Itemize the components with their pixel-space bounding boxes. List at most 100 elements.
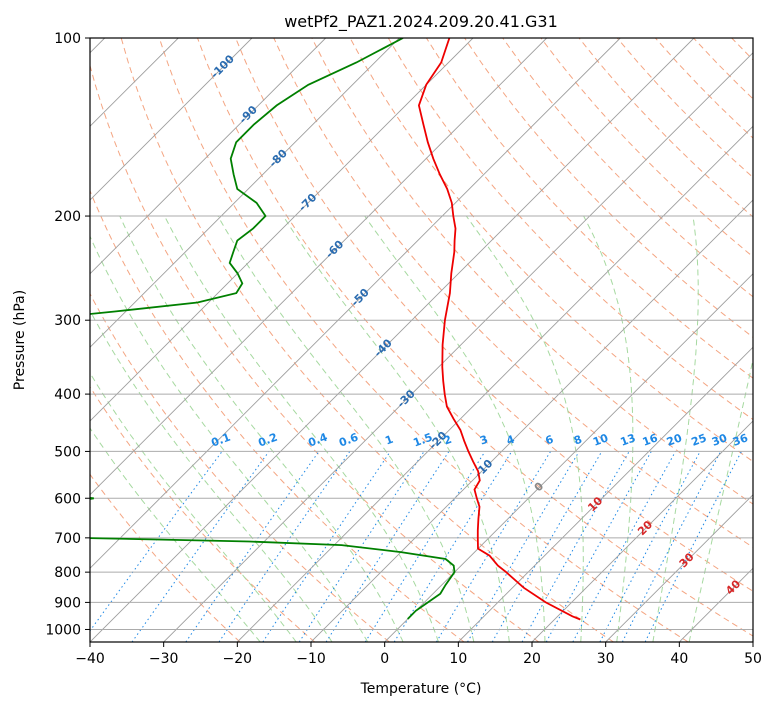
mixing-ratio-line [644,451,742,642]
isotherm-label: -70 [296,191,319,214]
mixing-ratio-label: 6 [544,433,556,448]
isotherm-line [531,420,753,642]
dry-adiabat-line [90,189,465,642]
dry-adiabat-line [655,38,753,139]
isotherm-line [90,38,253,201]
x-tick-label: 50 [744,651,762,667]
mixing-ratio-label: 1 [383,433,395,448]
isotherm-line [678,567,753,642]
y-tick-label: 100 [54,31,81,47]
x-tick-label: −10 [296,651,326,667]
mixing-ratio-label: 30 [710,431,729,449]
moist-adiabat-line [282,215,510,642]
y-tick-label: 1000 [45,622,81,638]
isotherm-line [605,494,753,642]
dry-adiabat-line [90,292,390,642]
dry-adiabat-line [349,38,753,463]
y-tick-label: 800 [54,565,81,581]
x-tick-label: 30 [597,651,615,667]
y-tick-label: 900 [54,595,81,611]
y-tick-label: 500 [54,444,81,460]
moist-adiabat-line [364,215,546,642]
moist-adiabat-line [119,215,404,642]
dewpoint-profile-line [90,38,456,620]
dry-adiabat-line [90,385,316,642]
mixing-ratio-line [90,451,223,632]
mixing-ratio-line [298,451,425,642]
isotherm-line [90,38,548,496]
mixing-ratio-line [467,451,580,642]
mixing-ratio-line [545,451,652,642]
mixing-ratio-line [325,451,450,642]
isotherm-line [310,199,753,642]
moist-adiabat-line [164,215,439,642]
x-tick-label: 0 [380,651,389,667]
isotherm-line [236,125,753,642]
moist-adiabat-line [465,215,584,642]
isotherm-line [90,38,621,569]
mixing-ratio-label: 20 [665,431,684,449]
dry-adiabat-line [770,38,775,642]
dry-adiabat-line [387,38,753,421]
isotherm-label: -40 [372,336,395,359]
moist-adiabat-line [652,215,699,642]
mixing-ratio-label: 13 [619,431,638,448]
isotherm-line [384,273,753,642]
y-axis-title: Pressure (hPa) [12,290,28,390]
isotherm-label: -60 [323,237,346,260]
x-axis-title: Temperature (°C) [360,681,482,697]
mixing-ratio-label: 4 [505,433,517,448]
x-tick-label: −20 [223,651,253,667]
isotherm-label: -30 [395,387,418,410]
isotherm-line [90,38,327,275]
isotherm-line [457,346,753,642]
mixing-ratio-line [218,451,351,642]
mixing-ratio-label: 25 [690,431,709,448]
isotherm-label: 0 [532,479,547,494]
dry-adiabat-line [120,38,614,642]
mixing-ratio-line [521,451,630,642]
isotherm-label: 20 [635,518,655,538]
mixing-ratio-label: 1.5 [412,431,435,450]
mixing-ratio-label: 0.2 [256,431,279,450]
isotherm-line [90,38,400,348]
isotherm-label: 10 [585,494,605,514]
isotherm-line [90,38,474,422]
mixing-ratio-label: 2 [442,433,454,448]
plot-frame [89,37,754,643]
isotherm-label: -80 [267,146,290,169]
moist-adiabat-line [90,372,297,642]
temperature-profile-line [417,38,581,621]
dry-adiabat-line [311,38,753,505]
moist-adiabat-line [90,309,333,642]
x-tick-label: 40 [670,651,688,667]
mixing-ratio-line [262,451,391,642]
dry-adiabat-line [502,38,753,298]
dry-adiabat-line [464,38,753,338]
mixing-ratio-label: 0.4 [306,431,329,450]
chart-title: wetPf2_PAZ1.2024.209.20.41.G31 [284,12,558,32]
dry-adiabat-line [235,38,753,592]
mixing-ratio-line [364,451,486,642]
mixing-ratio-label: 16 [641,431,660,449]
x-tick-label: −40 [75,651,105,667]
isotherm-line [163,52,753,642]
isotherm-line [90,38,695,642]
x-tick-label: 10 [449,651,467,667]
mixing-ratio-label: 36 [731,431,750,449]
mixing-ratio-line [393,451,513,642]
y-tick-label: 300 [54,313,81,329]
isotherm-line [752,641,753,642]
mixing-ratio-label: 10 [591,431,610,449]
isotherm-label: 40 [723,577,743,597]
mixing-ratio-line [435,451,552,642]
dry-adiabat-line [158,38,689,642]
mixing-ratio-label: 0.6 [337,431,360,450]
isotherm-label: 30 [677,550,697,570]
mixing-ratio-line [599,451,701,642]
mixing-ratio-line [185,451,320,642]
x-tick-label: −30 [149,651,179,667]
dry-adiabat-line [425,38,753,379]
dry-adiabat-line [273,38,753,548]
